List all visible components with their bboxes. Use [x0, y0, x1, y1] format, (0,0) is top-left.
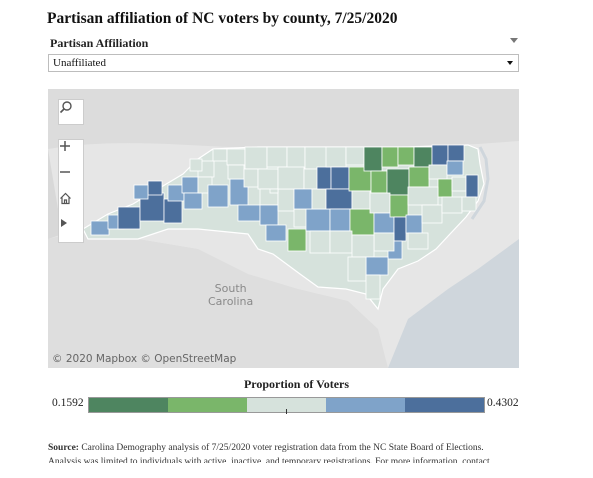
map-controls: [58, 139, 84, 243]
source-text: Carolina Demography analysis of 7/25/202…: [48, 443, 490, 463]
legend-marker: [286, 409, 287, 414]
map-canvas: [48, 89, 519, 368]
legend-swatch: [326, 398, 405, 412]
home-icon[interactable]: [59, 192, 83, 218]
legend-min-value: 0.1592: [52, 397, 84, 409]
map-search-button[interactable]: [58, 99, 84, 125]
county-map[interactable]: South Carolina © 2020 Mapbox © OpenStree…: [48, 89, 519, 368]
south-carolina-region: [48, 229, 388, 368]
region-label-line2: Carolina: [208, 295, 254, 308]
south-carolina-label: South Carolina: [208, 282, 253, 308]
map-attribution[interactable]: © 2020 Mapbox © OpenStreetMap: [52, 353, 237, 365]
dropdown-selected-value: Unaffiliated: [53, 57, 106, 69]
zoom-in-icon[interactable]: [59, 140, 83, 166]
play-icon[interactable]: [59, 218, 83, 244]
filter-menu-icon[interactable]: [510, 38, 518, 43]
ocean-region: [388, 239, 519, 368]
search-icon[interactable]: [59, 100, 83, 126]
chevron-down-icon[interactable]: [507, 61, 513, 65]
zoom-out-icon[interactable]: [59, 166, 83, 192]
tennessee-region: [48, 149, 78, 239]
region-label-line1: South: [214, 282, 247, 295]
legend-max-value: 0.4302: [487, 397, 519, 409]
legend-swatch: [247, 398, 326, 412]
virginia-region: [48, 89, 519, 149]
page-title: Partisan affiliation of NC voters by cou…: [47, 10, 398, 27]
source-note: Source: Carolina Demography analysis of …: [48, 441, 516, 463]
color-legend: [88, 397, 485, 413]
affiliation-dropdown[interactable]: Unaffiliated: [48, 54, 519, 72]
legend-swatch: [405, 398, 484, 412]
legend-swatch: [89, 398, 168, 412]
filter-label: Partisan Affiliation: [50, 36, 149, 50]
source-label: Source:: [48, 443, 79, 453]
legend-swatch: [168, 398, 247, 412]
legend-title: Proportion of Voters: [243, 377, 350, 391]
